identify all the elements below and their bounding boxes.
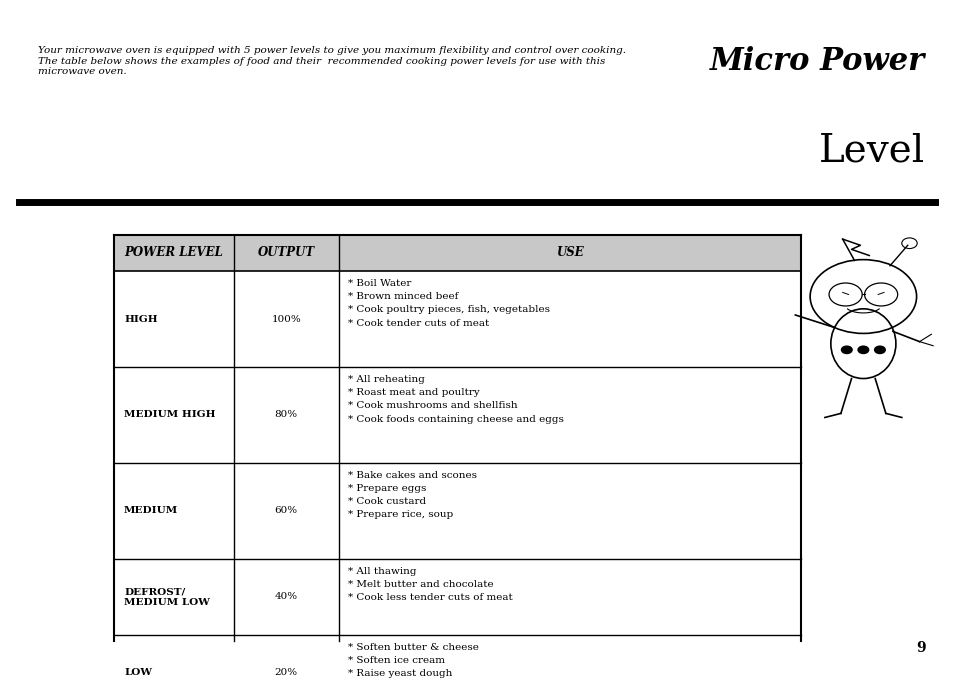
Text: MEDIUM: MEDIUM	[124, 506, 178, 516]
Text: * All reheating
* Roast meat and poultry
* Cook mushrooms and shellfish
* Cook f: * All reheating * Roast meat and poultry…	[348, 375, 563, 424]
Text: * Soften butter & cheese
* Soften ice cream
* Raise yeast dough: * Soften butter & cheese * Soften ice cr…	[348, 643, 478, 678]
Text: LOW: LOW	[124, 668, 152, 677]
Text: 60%: 60%	[274, 506, 297, 516]
Text: 80%: 80%	[274, 411, 297, 419]
Text: 40%: 40%	[274, 593, 297, 602]
Text: * Bake cakes and scones
* Prepare eggs
* Cook custard
* Prepare rice, soup: * Bake cakes and scones * Prepare eggs *…	[348, 471, 476, 520]
Circle shape	[841, 346, 851, 353]
Text: HIGH: HIGH	[124, 314, 157, 323]
Text: 9: 9	[915, 640, 924, 655]
Text: DEFROST/
MEDIUM LOW: DEFROST/ MEDIUM LOW	[124, 587, 210, 606]
Text: USE: USE	[556, 246, 583, 259]
Circle shape	[857, 346, 868, 353]
Text: 20%: 20%	[274, 668, 297, 677]
Text: Level: Level	[819, 132, 924, 169]
Text: 100%: 100%	[271, 314, 301, 323]
Text: POWER LEVEL: POWER LEVEL	[125, 246, 223, 259]
Text: MEDIUM HIGH: MEDIUM HIGH	[124, 411, 215, 419]
Circle shape	[874, 346, 884, 353]
Bar	[114, 235, 801, 271]
Text: * Boil Water
* Brown minced beef
* Cook poultry pieces, fish, vegetables
* Cook : * Boil Water * Brown minced beef * Cook …	[348, 279, 550, 327]
Text: Your microwave oven is equipped with 5 power levels to give you maximum flexibil: Your microwave oven is equipped with 5 p…	[38, 46, 625, 76]
Text: OUTPUT: OUTPUT	[257, 246, 314, 259]
Text: Micro Power: Micro Power	[709, 46, 924, 77]
Text: * All thawing
* Melt butter and chocolate
* Cook less tender cuts of meat: * All thawing * Melt butter and chocolat…	[348, 567, 513, 602]
